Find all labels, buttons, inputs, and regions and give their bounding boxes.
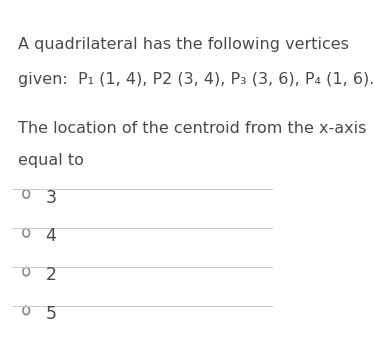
Text: 2: 2	[46, 266, 56, 284]
Text: 5: 5	[46, 305, 56, 323]
Text: A quadrilateral has the following vertices: A quadrilateral has the following vertic…	[18, 37, 349, 52]
Text: The location of the centroid from the x-axis is: The location of the centroid from the x-…	[18, 121, 373, 136]
Text: 4: 4	[46, 227, 56, 245]
Text: 3: 3	[46, 189, 56, 206]
Text: equal to: equal to	[18, 153, 84, 168]
Text: given:  P₁ (1, 4), P2 (3, 4), P₃ (3, 6), P₄ (1, 6).: given: P₁ (1, 4), P2 (3, 4), P₃ (3, 6), …	[18, 72, 373, 87]
